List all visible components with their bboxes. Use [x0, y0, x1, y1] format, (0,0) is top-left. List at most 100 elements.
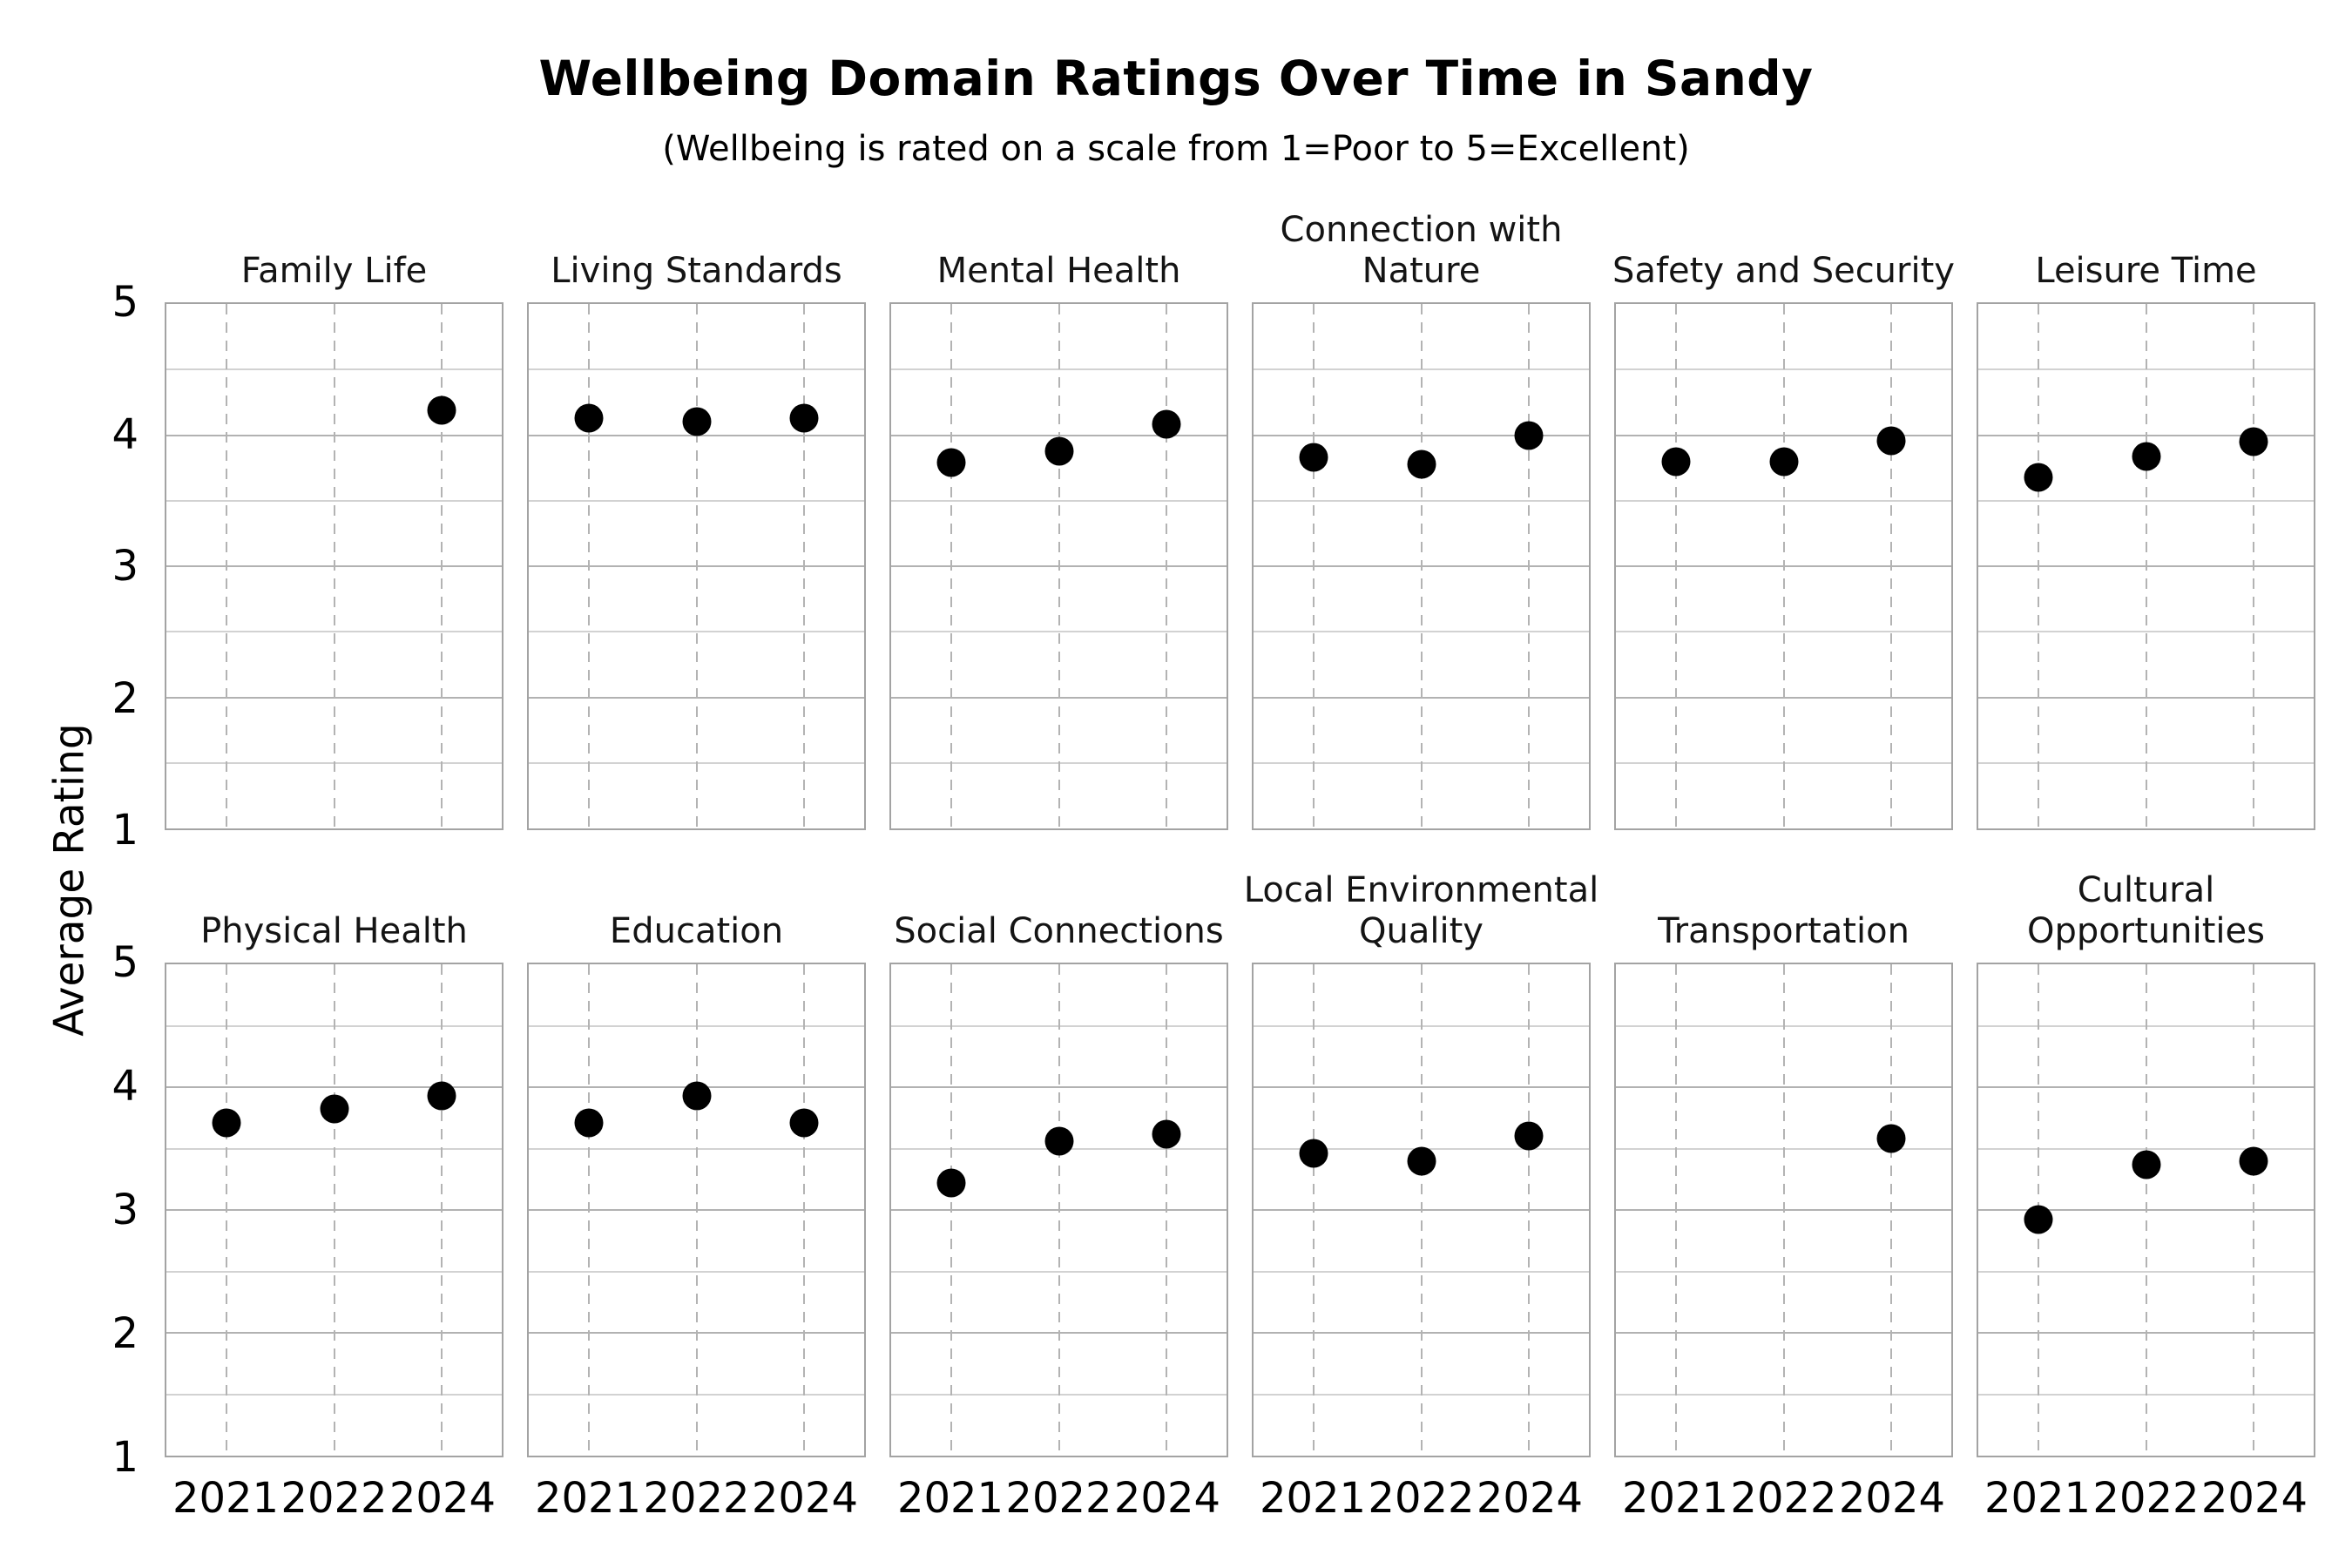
facet-title: Physical Health: [200, 911, 468, 952]
v-gridline: [226, 304, 228, 828]
chart-subtitle: (Wellbeing is rated on a scale from 1=Po…: [662, 129, 1690, 169]
x-tick-label: 2024: [1113, 1474, 1221, 1523]
v-gridline: [1527, 964, 1530, 1456]
data-point: [1514, 1121, 1544, 1151]
data-point: [1661, 447, 1691, 476]
y-tick-label: 4: [112, 1062, 139, 1111]
x-tick-label: 2022: [1730, 1474, 1837, 1523]
v-gridline: [440, 304, 443, 828]
v-gridline: [226, 964, 228, 1456]
data-point: [2024, 463, 2053, 492]
facet-panel: Safety and Security: [1612, 251, 1955, 830]
facet-panel: Family Life: [165, 251, 504, 830]
facet-panel: Education: [527, 911, 866, 1457]
v-gridline: [1782, 304, 1785, 828]
facet-title: Living Standards: [551, 251, 841, 292]
data-point: [789, 403, 819, 433]
facet-title: Local Environmental Quality: [1244, 870, 1598, 952]
v-gridline: [1675, 964, 1678, 1456]
data-point: [1407, 1146, 1436, 1176]
facet-title-line: Opportunities: [2027, 910, 2265, 951]
facet-title-line: Leisure Time: [2035, 250, 2257, 291]
v-gridline: [1420, 964, 1423, 1456]
v-gridline: [1420, 304, 1423, 828]
facet-title: Social Connections: [894, 911, 1223, 952]
v-gridline: [1313, 964, 1315, 1456]
v-gridline: [1058, 964, 1060, 1456]
v-gridline: [1889, 964, 1892, 1456]
y-axis-label: Average Rating: [45, 723, 94, 1037]
facet-panel: Mental Health: [889, 251, 1228, 830]
data-point: [1299, 443, 1328, 472]
facet-panel: Transportation: [1614, 911, 1953, 1457]
data-point: [1044, 436, 1073, 466]
v-gridline: [440, 964, 443, 1456]
v-gridline: [1675, 304, 1678, 828]
facet-title-line: Mental Health: [936, 250, 1181, 291]
facet-title-line: Social Connections: [894, 910, 1224, 951]
facet-panel: Physical Health: [165, 911, 504, 1457]
facet-title-line: Nature: [1362, 250, 1481, 291]
data-point: [320, 1094, 348, 1124]
x-tick-label: 2022: [2092, 1474, 2200, 1523]
data-point: [427, 395, 456, 425]
v-gridline: [2145, 304, 2147, 828]
facet-title-line: Connection with: [1280, 209, 1563, 250]
facet-title-line: Local Environmental: [1243, 869, 1599, 910]
facet-panel: Leisure Time: [1977, 251, 2315, 830]
x-tick-label: 2024: [2200, 1474, 2308, 1523]
facet-panel: Connection with Nature: [1252, 210, 1591, 830]
v-gridline: [695, 964, 698, 1456]
x-tick-label: 2022: [1368, 1474, 1475, 1523]
facet-title: Mental Health: [937, 251, 1181, 292]
data-point: [1769, 447, 1798, 476]
data-point: [2132, 442, 2160, 471]
data-point: [1514, 421, 1544, 449]
data-point: [936, 448, 966, 477]
facet-title: Leisure Time: [2035, 251, 2256, 292]
y-tick-label: 4: [112, 409, 139, 459]
data-point: [574, 403, 604, 433]
facet-title: Transportation: [1658, 911, 1909, 952]
data-point: [574, 1108, 604, 1138]
x-tick-label: 2021: [172, 1474, 280, 1523]
v-gridline: [802, 304, 805, 828]
y-tick-label: 2: [112, 673, 139, 723]
data-point: [427, 1081, 456, 1111]
data-point: [1152, 1119, 1181, 1149]
v-gridline: [1165, 964, 1167, 1456]
v-gridline: [950, 964, 953, 1456]
data-point: [1876, 1124, 1906, 1153]
v-gridline: [2252, 964, 2254, 1456]
data-point: [1299, 1139, 1328, 1168]
y-tick-label: 5: [112, 278, 139, 327]
v-gridline: [802, 964, 805, 1456]
v-gridline: [1527, 304, 1530, 828]
v-gridline: [588, 304, 591, 828]
x-tick-label: 2024: [1476, 1474, 1584, 1523]
v-gridline: [333, 304, 335, 828]
data-point: [2132, 1150, 2160, 1179]
x-tick-label: 2021: [1259, 1474, 1367, 1523]
y-tick-label: 1: [112, 1433, 139, 1482]
data-point: [1407, 449, 1436, 479]
x-tick-label: 2021: [896, 1474, 1004, 1523]
data-point: [2239, 1146, 2268, 1176]
y-tick-label: 3: [112, 1186, 139, 1234]
x-tick-label: 2024: [1838, 1474, 1946, 1523]
v-gridline: [2145, 964, 2147, 1456]
data-point: [1876, 426, 1906, 456]
x-tick-label: 2021: [1621, 1474, 1729, 1523]
v-gridline: [2038, 304, 2040, 828]
facet-title: Cultural Opportunities: [2027, 870, 2265, 952]
facet-title-line: Living Standards: [551, 250, 842, 291]
data-point: [2024, 1205, 2053, 1234]
facet-title-line: Physical Health: [200, 910, 468, 951]
v-gridline: [1058, 304, 1060, 828]
facet-panel: Social Connections: [889, 911, 1228, 1457]
y-tick-label: 1: [112, 806, 139, 855]
facet-panel: Living Standards: [527, 251, 866, 830]
v-gridline: [1313, 304, 1315, 828]
facet-panel: Local Environmental Quality: [1244, 870, 1598, 1457]
